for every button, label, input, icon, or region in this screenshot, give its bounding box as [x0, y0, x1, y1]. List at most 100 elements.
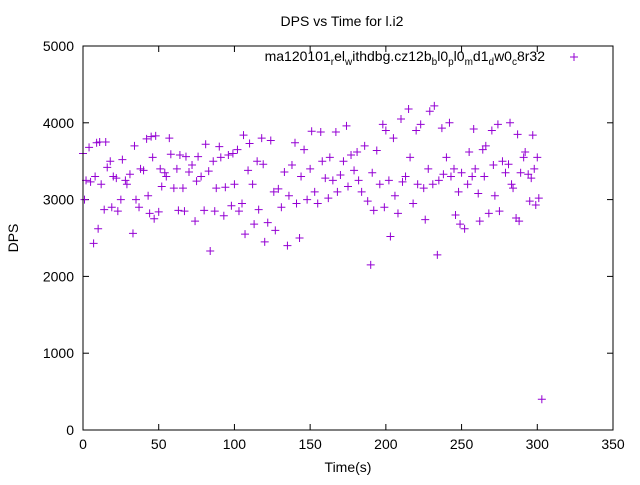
data-point [413, 180, 422, 189]
data-point [169, 184, 178, 193]
data-point [456, 220, 465, 229]
x-axis-label: Time(s) [325, 459, 372, 475]
data-point [216, 153, 225, 162]
data-point [404, 104, 413, 113]
data-point [425, 107, 434, 116]
data-point [292, 199, 301, 208]
data-point [421, 215, 430, 224]
data-point [369, 206, 378, 215]
legend: ma120101relwithdbg.cz12bbl0pl0md1dw0c8r3… [265, 48, 578, 68]
data-point [442, 153, 451, 162]
data-point [80, 195, 89, 204]
data-point [428, 180, 437, 189]
data-point [495, 207, 504, 216]
data-point [291, 138, 299, 147]
data-point [204, 167, 213, 176]
data-point [165, 134, 174, 143]
plot-border [82, 45, 614, 431]
data-point [130, 141, 139, 150]
data-point [201, 140, 210, 149]
data-point [307, 127, 316, 136]
data-point [516, 168, 525, 177]
data-point [363, 197, 372, 206]
legend-plus-icon [570, 53, 578, 61]
data-point [194, 152, 203, 161]
data-point [151, 131, 160, 140]
data-point [484, 209, 493, 218]
data-point [284, 191, 293, 200]
data-point [409, 199, 418, 208]
data-point [91, 172, 100, 181]
data-point [89, 239, 98, 248]
data-point [412, 126, 421, 135]
data-point [106, 157, 115, 166]
data-point [325, 153, 334, 162]
data-point [206, 247, 215, 256]
data-point [437, 124, 446, 133]
data-point [310, 187, 319, 196]
data-point [238, 199, 246, 208]
data-point [142, 134, 151, 143]
data-point [160, 168, 169, 177]
data-point [139, 166, 148, 175]
data-point [215, 142, 224, 151]
data-point [318, 157, 327, 166]
data-point [271, 226, 280, 235]
x-tick-label: 100 [223, 436, 247, 452]
data-point [210, 207, 219, 216]
data-point [85, 143, 94, 152]
data-point [527, 174, 536, 183]
data-point [192, 177, 201, 186]
data-point [147, 132, 156, 141]
data-point [154, 207, 163, 216]
data-point [219, 211, 228, 220]
data-point [398, 177, 407, 186]
data-point [509, 184, 518, 193]
data-point [241, 230, 250, 239]
data-point [121, 176, 130, 185]
data-point [498, 157, 507, 166]
data-point [239, 131, 248, 140]
x-tick-label: 250 [450, 436, 474, 452]
data-point [525, 197, 534, 206]
data-point [390, 191, 399, 200]
data-point [350, 166, 359, 175]
data-point [125, 170, 134, 179]
data-point [416, 120, 425, 129]
y-tick-label: 3000 [43, 192, 74, 208]
data-point [244, 166, 253, 175]
data-point [300, 145, 309, 154]
data-point [254, 205, 263, 214]
data-point [378, 120, 387, 129]
data-point [180, 207, 189, 216]
data-point [321, 174, 330, 183]
data-point [451, 210, 460, 219]
data-point [469, 124, 478, 133]
data-point [530, 164, 539, 173]
data-point [263, 218, 272, 227]
data-point [463, 180, 472, 189]
data-point [178, 184, 187, 193]
data-point [513, 130, 522, 139]
y-axis-label: DPS [5, 224, 21, 253]
data-point [283, 241, 292, 250]
data-point [313, 199, 322, 208]
data-point [347, 151, 356, 160]
data-point [533, 153, 542, 162]
data-point [507, 180, 516, 189]
data-point [135, 203, 144, 212]
data-point [445, 118, 454, 127]
data-point [481, 141, 490, 150]
data-point [200, 206, 209, 215]
data-point [175, 151, 184, 160]
data-point [116, 195, 125, 204]
data-point [386, 232, 395, 241]
data-point [118, 155, 127, 164]
data-point [197, 172, 206, 181]
data-point [344, 182, 352, 191]
data-point [324, 194, 333, 203]
data-point [515, 217, 524, 226]
data-point [401, 172, 410, 181]
data-point [234, 207, 243, 216]
data-point [277, 203, 286, 212]
